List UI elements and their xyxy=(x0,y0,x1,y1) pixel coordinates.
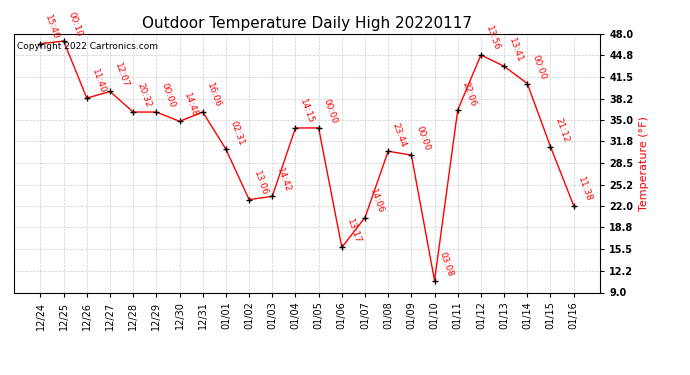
Title: Outdoor Temperature Daily High 20220117: Outdoor Temperature Daily High 20220117 xyxy=(142,16,472,31)
Text: 16:06: 16:06 xyxy=(206,82,223,109)
Text: 13:56: 13:56 xyxy=(484,25,501,52)
Text: 21:12: 21:12 xyxy=(553,117,571,144)
Text: 14:42: 14:42 xyxy=(275,166,293,194)
Text: Copyright 2022 Cartronics.com: Copyright 2022 Cartronics.com xyxy=(17,42,158,51)
Text: 14:48: 14:48 xyxy=(182,92,199,118)
Text: 14:15: 14:15 xyxy=(298,98,315,125)
Text: 00:00: 00:00 xyxy=(322,98,339,125)
Text: 00:00: 00:00 xyxy=(414,125,431,152)
Text: 20:32: 20:32 xyxy=(136,82,153,109)
Text: 13:17: 13:17 xyxy=(344,217,362,244)
Text: 03:08: 03:08 xyxy=(437,251,455,278)
Text: 13:41: 13:41 xyxy=(507,36,524,63)
Text: 15:40: 15:40 xyxy=(43,13,61,41)
Text: 02:31: 02:31 xyxy=(228,119,246,146)
Text: 00:00: 00:00 xyxy=(530,53,547,81)
Text: 00:00: 00:00 xyxy=(159,82,177,109)
Text: 22:06: 22:06 xyxy=(460,80,477,107)
Text: 13:06: 13:06 xyxy=(252,170,269,197)
Text: 11:40: 11:40 xyxy=(90,68,107,95)
Text: 23:44: 23:44 xyxy=(391,122,408,148)
Text: 14:06: 14:06 xyxy=(368,188,385,215)
Y-axis label: Temperature (°F): Temperature (°F) xyxy=(639,116,649,211)
Text: 12:07: 12:07 xyxy=(112,62,130,89)
Text: 00:10: 00:10 xyxy=(66,11,83,38)
Text: 11:38: 11:38 xyxy=(576,176,593,203)
